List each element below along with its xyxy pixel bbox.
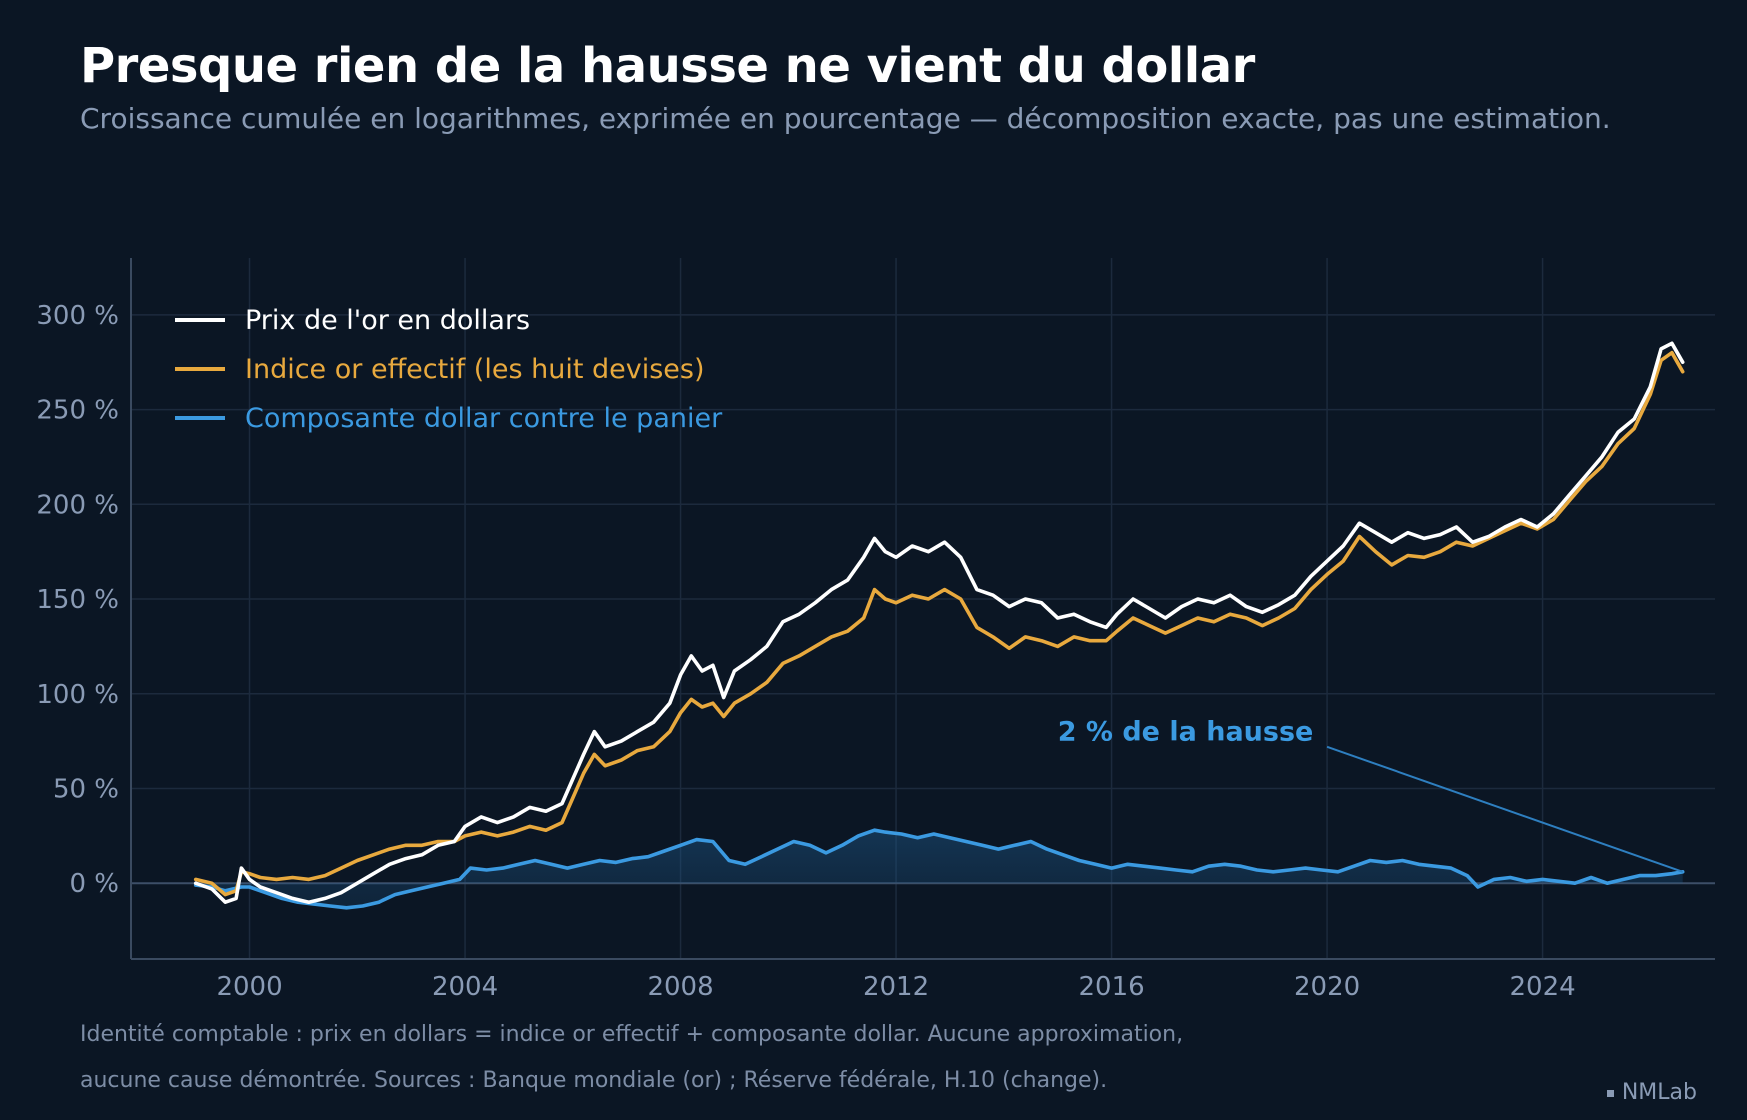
brand-mark: NMLab — [1606, 1080, 1697, 1105]
brand-label: NMLab — [1621, 1080, 1697, 1105]
y-tick-label: 150 % — [36, 585, 119, 615]
y-tick-label: 250 % — [36, 396, 119, 426]
x-tick-label: 2012 — [863, 972, 929, 1002]
legend-label-0: Prix de l'or en dollars — [245, 305, 530, 336]
y-tick-label: 0 % — [69, 869, 119, 899]
y-tick-label: 100 % — [36, 680, 119, 710]
legend-label-2: Composante dollar contre le panier — [245, 403, 723, 434]
footnote-line-2: aucune cause démontrée. Sources : Banque… — [80, 1068, 1108, 1093]
x-tick-label: 2008 — [647, 972, 713, 1002]
x-tick-label: 2024 — [1510, 972, 1576, 1002]
annotation-leader-line — [1326, 745, 1684, 873]
legend-label-1: Indice or effectif (les huit devises) — [245, 354, 705, 385]
chart-title: Presque rien de la hausse ne vient du do… — [80, 38, 1255, 94]
annotation: 2 % de la hausse — [1058, 717, 1684, 873]
x-tick-label: 2020 — [1294, 972, 1360, 1002]
dollar-area — [195, 830, 1683, 908]
y-tick-label: 50 % — [53, 774, 119, 804]
x-tick-label: 2004 — [432, 972, 498, 1002]
x-tick-label: 2000 — [216, 972, 282, 1002]
chart-subtitle: Croissance cumulée en logarithmes, expri… — [80, 102, 1611, 135]
x-tick-label: 2016 — [1078, 972, 1144, 1002]
series-line-1 — [193, 350, 1685, 897]
series-line-2 — [193, 828, 1685, 910]
brand-dot-icon — [1606, 1089, 1614, 1097]
y-tick-label: 200 % — [36, 490, 119, 520]
axes — [130, 258, 1715, 960]
y-tick-label: 300 % — [36, 301, 119, 331]
footnote-line-1: Identité comptable : prix en dollars = i… — [80, 1022, 1184, 1047]
dollar-area-fill — [195, 830, 1683, 908]
legend: Prix de l'or en dollars Indice or effecti… — [175, 305, 723, 434]
series-lines — [193, 341, 1685, 910]
tick-labels: 2000 2004 2008 2012 2016 2020 2024 0 % 50 % 100 %… — [36, 301, 1575, 1002]
series-line-0 — [193, 341, 1685, 904]
annotation-text: 2 % de la hausse — [1058, 717, 1314, 748]
